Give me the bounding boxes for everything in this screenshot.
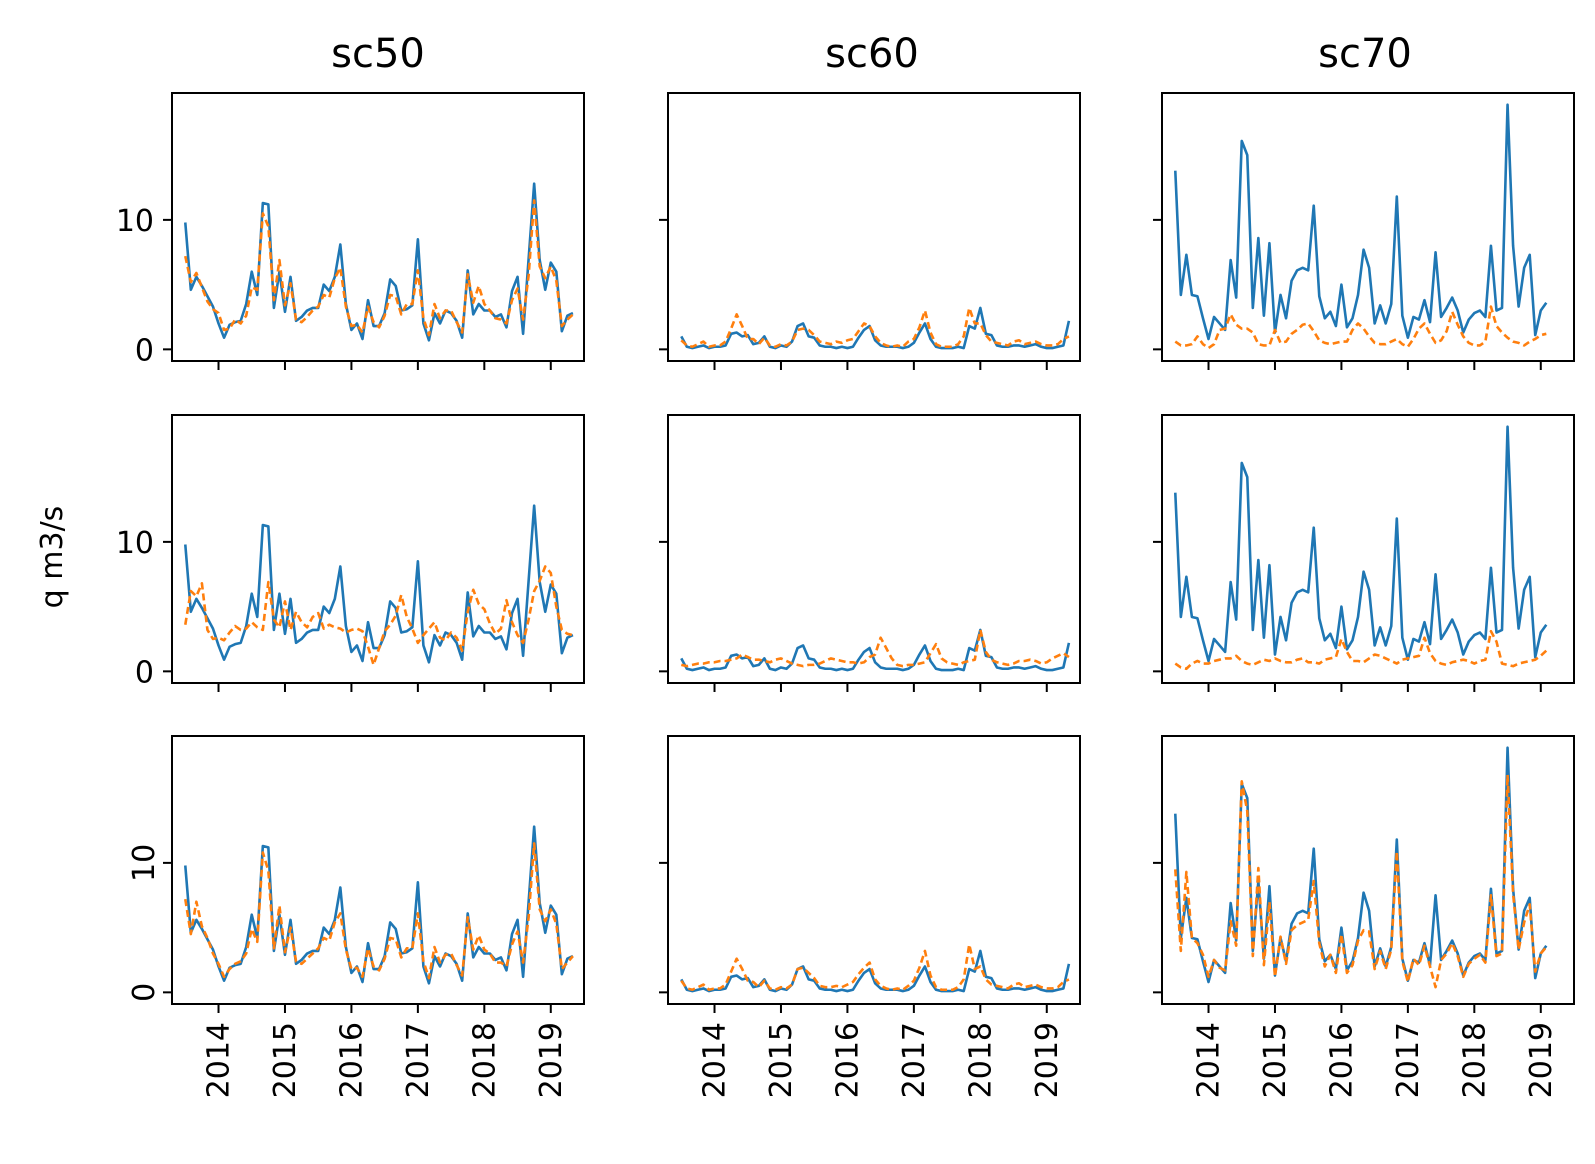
x-tick-label: 2014 — [698, 1022, 733, 1098]
x-tick-label: 2016 — [334, 1022, 369, 1098]
panel-r1-c1: 0 10 — [116, 92, 585, 370]
x-tick-label: 2019 — [1030, 1022, 1065, 1098]
panel-r3-c2: 2014 2015 2016 2017 2018 2019 — [659, 735, 1081, 1098]
x-tick-label: 2015 — [1258, 1022, 1293, 1098]
x-tick-label: 2018 — [963, 1022, 998, 1098]
series-observed-line — [1173, 425, 1548, 663]
x-tick-label: 2017 — [401, 1022, 436, 1098]
series-simulated-line — [680, 943, 1070, 992]
plot-frame — [667, 735, 1081, 1005]
x-tick-label: 2019 — [1524, 1022, 1559, 1098]
plot-frame — [171, 92, 585, 362]
x-tick-label: 2014 — [202, 1022, 237, 1098]
x-tick-label: 2016 — [830, 1022, 865, 1098]
y-tick-label: 10 — [116, 204, 154, 239]
series-simulated-line — [184, 565, 574, 667]
x-tick-label: 2018 — [1457, 1022, 1492, 1098]
series-simulated-line — [184, 199, 574, 337]
x-tick-label: 2017 — [897, 1022, 932, 1098]
series-simulated-line — [1174, 305, 1547, 350]
x-tick-label: 2015 — [764, 1022, 799, 1098]
panel-r2-c3 — [1153, 414, 1575, 692]
x-tick-label: 2017 — [1391, 1022, 1426, 1098]
series-observed-line — [1173, 103, 1548, 341]
series-simulated-line — [680, 628, 1070, 668]
column-title-sc50: sc50 — [331, 31, 425, 77]
series-simulated-line — [1173, 773, 1548, 989]
panel-r3-c1: 0 10 2014 2015 2016 2017 2018 2019 — [127, 735, 585, 1098]
x-tick-label: 2019 — [534, 1022, 569, 1098]
y-tick-label: 10 — [116, 526, 154, 561]
x-tick-label: 2014 — [1192, 1022, 1227, 1098]
y-tick-label: 10 — [127, 844, 162, 882]
x-tick-label: 2016 — [1324, 1022, 1359, 1098]
plot-frame — [667, 92, 1081, 362]
y-axis-label: q m3/s — [35, 506, 70, 609]
panel-r1-c2 — [659, 92, 1081, 370]
x-tick-label: 2018 — [467, 1022, 502, 1098]
series-simulated-line — [184, 842, 574, 980]
x-tick-label: 2015 — [268, 1022, 303, 1098]
column-title-sc60: sc60 — [825, 31, 919, 77]
panel-r1-c3 — [1153, 92, 1575, 370]
y-tick-label: 0 — [135, 333, 154, 368]
series-simulated-line — [680, 306, 1070, 349]
y-tick-label: 0 — [135, 655, 154, 690]
column-titles: sc50 sc60 sc70 — [331, 31, 1412, 77]
plot-frame — [171, 735, 585, 1005]
series-simulated-line — [1174, 629, 1548, 671]
panel-r2-c2 — [659, 414, 1081, 692]
plot-frame — [667, 414, 1081, 684]
panel-r2-c1: 0 10 — [116, 414, 585, 692]
column-title-sc70: sc70 — [1318, 31, 1412, 77]
panel-r3-c3: 2014 2015 2016 2017 2018 2019 — [1153, 735, 1575, 1098]
plot-frame — [171, 414, 585, 684]
y-tick-label: 0 — [127, 983, 162, 1002]
